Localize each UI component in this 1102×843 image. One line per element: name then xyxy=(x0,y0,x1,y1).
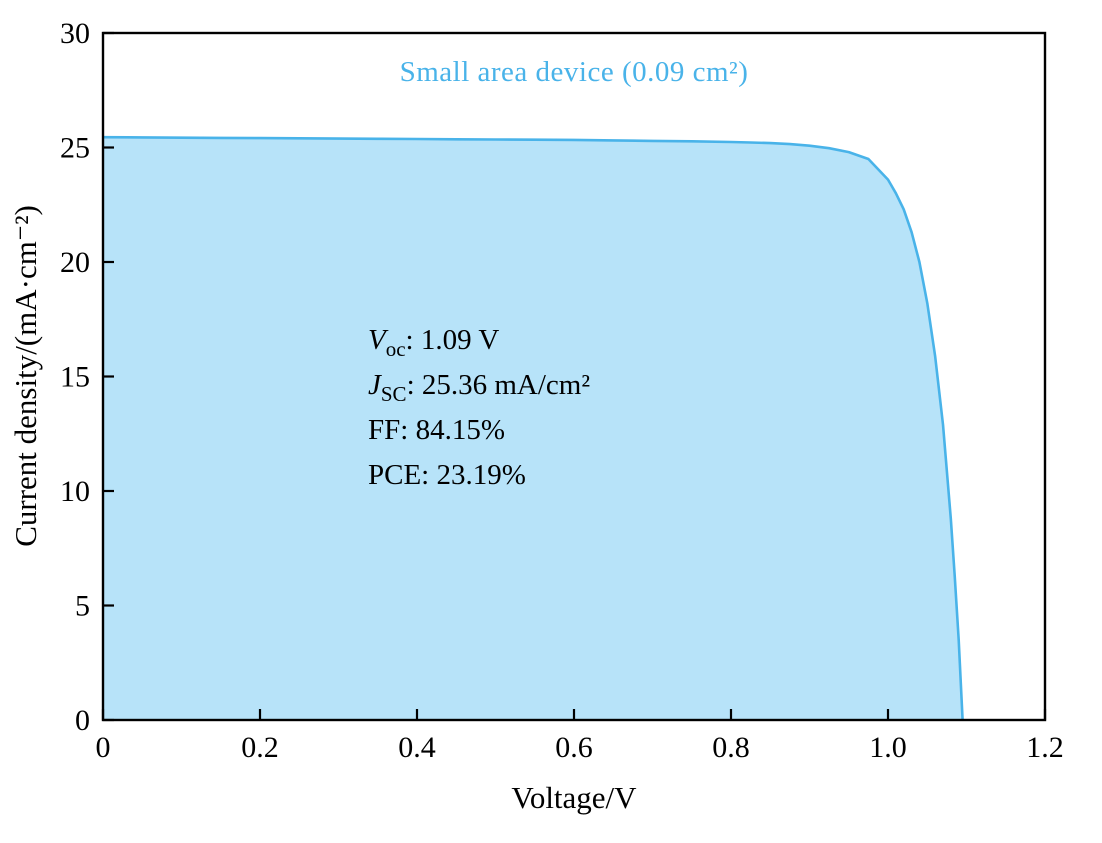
jsc-line: JSC: 25.36 mA/cm² xyxy=(368,363,590,408)
jv-area xyxy=(103,137,963,720)
y-tick-label: 30 xyxy=(60,17,90,50)
x-tick-label: 0.4 xyxy=(398,731,436,764)
jsc-subscript: SC xyxy=(380,381,407,406)
chart-title: Small area device (0.09 cm²) xyxy=(399,56,749,88)
y-tick-label: 20 xyxy=(60,246,90,279)
x-tick-label: 0.2 xyxy=(241,731,279,764)
x-tick-label: 1.0 xyxy=(869,731,907,764)
x-tick-label: 0.6 xyxy=(555,731,593,764)
voc-line: Voc: 1.09 V xyxy=(368,318,590,363)
y-tick-label: 10 xyxy=(60,475,90,508)
device-params: Voc: 1.09 V JSC: 25.36 mA/cm² FF: 84.15%… xyxy=(368,318,590,498)
y-axis-label: Current density/(mA·cm⁻²) xyxy=(8,205,43,547)
x-axis-label: Voltage/V xyxy=(511,780,637,815)
jv-curve xyxy=(102,135,964,721)
y-tick-label: 5 xyxy=(75,590,90,623)
plot-layer: 0 0.2 0.4 0.6 0.8 1.0 1.2 0 5 10 15 20 25 30 xyxy=(60,17,1064,764)
x-tick-label: 0 xyxy=(96,731,111,764)
jsc-value: : 25.36 mA/cm² xyxy=(406,369,591,401)
voc-subscript: oc xyxy=(385,336,406,361)
x-tick-label: 1.2 xyxy=(1026,731,1064,764)
pce-value: PCE: 23.19% xyxy=(368,459,526,491)
y-tick-label: 0 xyxy=(75,704,90,737)
y-tick-label: 15 xyxy=(60,361,90,394)
ff-line: FF: 84.15% xyxy=(368,408,590,453)
voc-symbol: V xyxy=(368,324,386,356)
voc-value: : 1.09 V xyxy=(405,324,500,356)
x-tick-label: 0.8 xyxy=(712,731,750,764)
ff-value: FF: 84.15% xyxy=(368,414,505,446)
jsc-symbol: J xyxy=(368,369,381,401)
y-tick-label: 25 xyxy=(60,132,90,165)
pce-line: PCE: 23.19% xyxy=(368,453,590,498)
